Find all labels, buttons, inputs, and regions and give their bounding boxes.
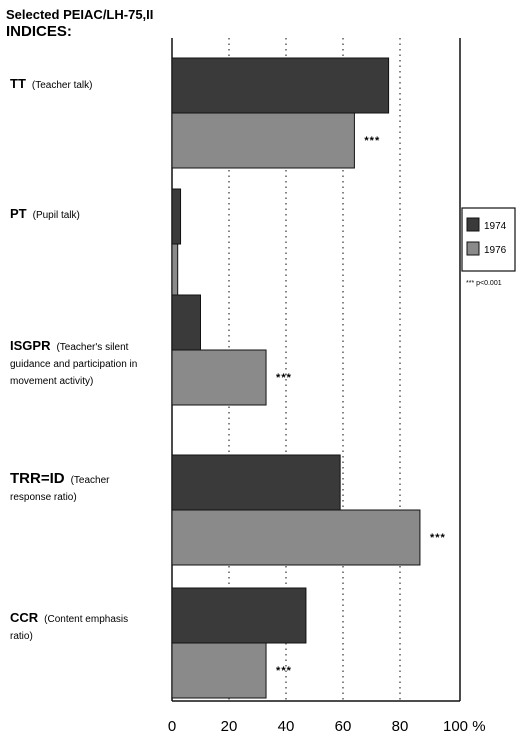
category-label: PT (Pupil talk) [10, 206, 80, 221]
bars [171, 57, 421, 699]
bar-pt-1976 [171, 243, 179, 300]
chart-title-line: Selected PEIAC/LH-75,II [6, 7, 153, 22]
x-tick-label: 20 [221, 718, 238, 735]
x-axis-ticks: 0 20 40 60 80 100 % [168, 718, 486, 735]
legend-swatch [466, 241, 480, 256]
legend: 1974 1976 *** p<0.001 [461, 207, 516, 287]
x-tick-label: 40 [278, 718, 295, 735]
legend-swatch [466, 217, 480, 232]
x-tick-label: 100 % [443, 718, 486, 735]
legend-box [461, 207, 516, 272]
chart-title-line: INDICES: [6, 23, 72, 40]
bar-ccr-1974 [171, 587, 307, 644]
significance-marker: *** [364, 135, 380, 147]
significance-marker: *** [276, 372, 292, 384]
category-labels: TT (Teacher talk) PT (Pupil talk) ISGPR (Teac… [10, 76, 137, 642]
significance-note: *** p<0.001 [466, 280, 502, 287]
category-label: ISGPR (Teacher's silent [10, 338, 129, 353]
bar-tt-1976 [171, 112, 355, 169]
x-tick-label: 60 [335, 718, 352, 735]
bar-trr-id-1974 [171, 454, 341, 511]
significance-markers: *** *** *** *** [276, 135, 446, 677]
bar-pt-1974 [171, 188, 182, 245]
legend-label: 1976 [484, 245, 507, 256]
x-tick-label: 0 [168, 718, 176, 735]
category-label-line: ratio) [10, 631, 33, 642]
significance-marker: *** [430, 532, 446, 544]
category-label-line: guidance and participation in [10, 359, 137, 370]
category-label: TT (Teacher talk) [10, 76, 92, 91]
bar-tt-1974 [171, 57, 390, 114]
significance-marker: *** [276, 665, 292, 677]
category-label: CCR (Content emphasis [10, 610, 128, 625]
category-label: TRR=ID (Teacher [10, 470, 110, 487]
bar-isgpr-1974 [171, 294, 201, 351]
bar-trr-id-1976 [171, 509, 421, 566]
bar-isgpr-1976 [171, 349, 267, 406]
x-tick-label: 80 [392, 718, 409, 735]
legend-label: 1974 [484, 221, 507, 232]
bar-ccr-1976 [171, 642, 267, 699]
category-label-line: response ratio) [10, 492, 77, 503]
category-label-line: movement activity) [10, 376, 93, 387]
